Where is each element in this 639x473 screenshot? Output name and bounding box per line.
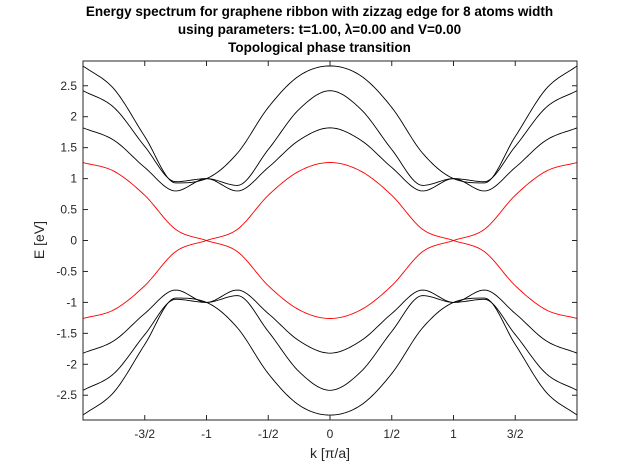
- y-tick-label: 2: [70, 110, 77, 124]
- chart-title-line-3: Topological phase transition: [228, 40, 411, 55]
- axes-box: [82, 60, 578, 421]
- band-line-3: [82, 127, 578, 192]
- chart-title-line-2: using parameters: t=1.00, λ=0.00 and V=0…: [177, 22, 462, 37]
- band-line-7: [82, 295, 578, 391]
- band-line-6: [82, 289, 578, 354]
- y-tick-label: -1: [66, 295, 77, 309]
- band-line-2: [82, 90, 578, 186]
- y-tick-label: 1.5: [60, 141, 77, 155]
- y-tick-label: -1.5: [56, 326, 77, 340]
- x-tick-label: -1/2: [258, 427, 279, 441]
- y-tick-label: 2.5: [60, 79, 77, 93]
- y-tick-label: -2.5: [56, 388, 77, 402]
- y-tick-label: -0.5: [56, 264, 77, 278]
- x-tick-label: 0: [327, 427, 334, 441]
- y-tick-label: 1: [70, 172, 77, 186]
- x-tick-label: -3/2: [134, 427, 155, 441]
- x-tick-label: -1: [201, 427, 212, 441]
- y-axis-label: E [eV]: [31, 221, 47, 259]
- chart-title-line-1: Energy spectrum for graphene ribbon with…: [85, 4, 554, 19]
- axes-background: [83, 61, 577, 420]
- x-tick-label: 3/2: [507, 427, 524, 441]
- x-axis-label: k [π/a]: [310, 445, 350, 461]
- x-tick-label: 1/2: [383, 427, 400, 441]
- band-line-5: [82, 162, 578, 319]
- x-tick-label: 1: [450, 427, 457, 441]
- y-tick-label: 0.5: [60, 203, 77, 217]
- axis-ticks: -3/2 -1 -1/2 0 1/2 1 3/2 2.5 2 1.5 1 0.5 0 -0.5 -1 -1.5…: [56, 61, 577, 441]
- y-tick-label: 0: [70, 234, 77, 248]
- y-tick-label: -2: [66, 357, 77, 371]
- band-line-4: [82, 162, 578, 319]
